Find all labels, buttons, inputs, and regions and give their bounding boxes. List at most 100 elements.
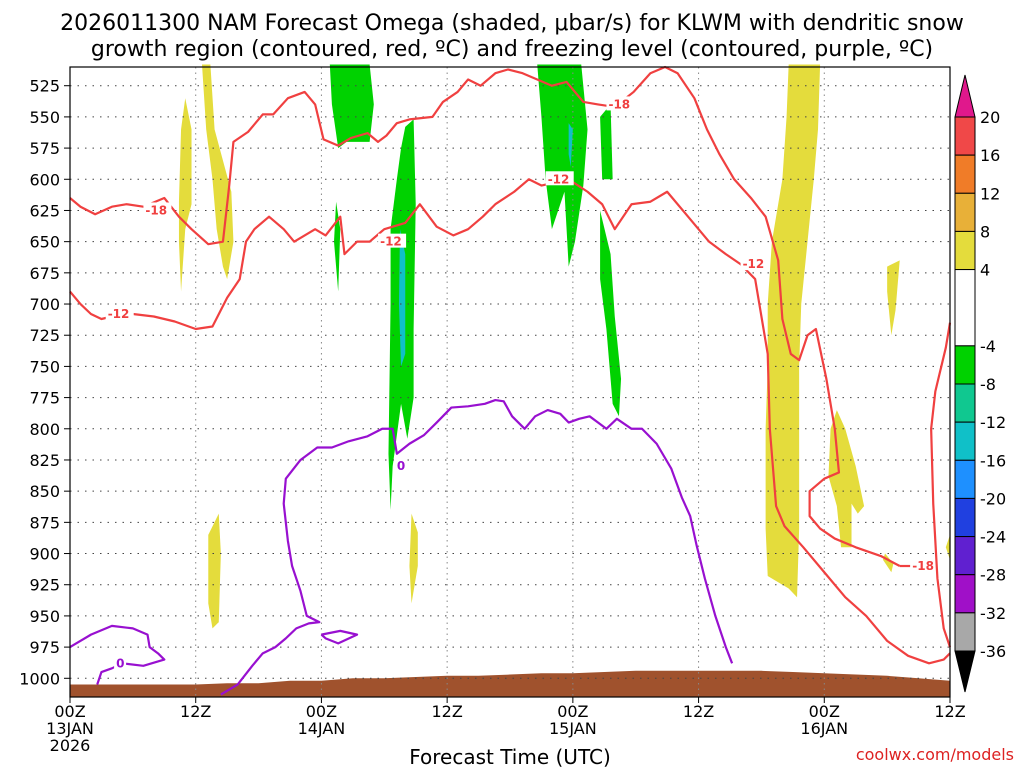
- ytick-label-525: 525: [29, 77, 60, 96]
- colorbar-label-10: -24: [980, 528, 1006, 547]
- dgz-minus12-west: [69, 178, 951, 665]
- contour-layer: -12 -18 -18 -18 -12 -12 -12 0 0: [69, 65, 952, 696]
- xtick-label-36-1: 12Z: [431, 702, 462, 721]
- xtick-label-0-1: 00Z: [54, 702, 85, 721]
- plot-area: -12 -18 -18 -18 -12 -12 -12 0 0: [69, 64, 952, 698]
- colorbar-bin--16-to--12: [954, 421, 976, 461]
- omega-rising-5: [600, 104, 613, 180]
- chart-title-line2: growth region (contoured, red, ºC) and f…: [91, 37, 933, 62]
- freezing-level-blob: [320, 629, 359, 645]
- colorbar-label-2: 12: [980, 184, 1000, 203]
- xtick-label-24-2: 14JAN: [298, 719, 346, 738]
- dgz-minus18-label-east-label: -18: [912, 559, 934, 573]
- chart-title-line1: 2026011300 NAM Forecast Omega (shaded, μ…: [60, 11, 964, 36]
- colorbar-bin--8-to--4: [954, 345, 976, 385]
- ytick-label-975: 975: [29, 638, 60, 657]
- omega-sinking-2: [202, 64, 234, 280]
- freezing-level-main-label: 0: [397, 459, 405, 473]
- omega-rising-7: [568, 123, 573, 167]
- dgz-minus12-east: [930, 322, 952, 648]
- ytick-label-775: 775: [29, 389, 60, 408]
- omega-rising-1: [329, 64, 374, 149]
- omega-sinking-5: [887, 260, 900, 336]
- colorbar-label-0: 20: [980, 108, 1000, 127]
- dgz-minus12-center-label-label: -12: [380, 235, 402, 249]
- dgz-minus12-west-label-bg: [105, 306, 134, 321]
- credit-text: coolwx.com/models: [856, 745, 1014, 764]
- dgz-minus12-east-label-label: -12: [743, 257, 765, 271]
- gridlines: [69, 67, 951, 697]
- colorbar-bin-12-to-16: [954, 154, 976, 194]
- xtick-label-0-3: 2026: [50, 736, 91, 755]
- colorbar-bin-16-to-20: [954, 116, 976, 156]
- colorbar-bin--20-to--16: [954, 459, 976, 499]
- xtick-label-12-1: 12Z: [180, 702, 211, 721]
- ytick-label-575: 575: [29, 139, 60, 158]
- ytick-label-875: 875: [29, 513, 60, 532]
- ytick-label-850: 850: [29, 482, 60, 501]
- terrain-layer: [70, 670, 950, 697]
- pressure-axis: 525 550 575 600 625 650 675 700 725 750 775 800 825 8…: [19, 77, 70, 688]
- ytick-label-925: 925: [29, 576, 60, 595]
- colorbar-bin--32-to--28: [954, 574, 976, 614]
- colorbar: 20 16 12 8 4 -4 -8 -12 -16 -20 -24 -28 -32 -36: [954, 74, 1006, 693]
- dgz-minus18-upper: [69, 65, 901, 567]
- ytick-label-600: 600: [29, 170, 60, 189]
- colorbar-label-5: -4: [980, 337, 996, 356]
- xtick-label-72-1: 00Z: [809, 702, 840, 721]
- ytick-label-675: 675: [29, 264, 60, 283]
- dgz-minus12-west-label: -12: [108, 307, 130, 321]
- omega-rising-8: [398, 229, 406, 367]
- colorbar-bin-4-to-8: [954, 230, 976, 271]
- colorbar-bin--24-to--20: [954, 497, 976, 538]
- colorbar-bottom-arrow: [954, 650, 976, 693]
- terrain-fill: [70, 670, 950, 697]
- x-axis-label: Forecast Time (UTC): [409, 745, 611, 768]
- colorbar-label-13: -36: [980, 642, 1006, 661]
- colorbar-label-1: 16: [980, 146, 1000, 165]
- xtick-label-48-1: 00Z: [557, 702, 588, 721]
- xtick-label-72-2: 16JAN: [800, 719, 848, 738]
- colorbar-label-3: 8: [980, 222, 990, 241]
- xtick-label-84-1: 12Z: [934, 702, 965, 721]
- colorbar-label-8: -16: [980, 451, 1006, 470]
- colorbar-label-12: -32: [980, 604, 1006, 623]
- ytick-label-900: 900: [29, 545, 60, 564]
- omega-shading-layer: [178, 64, 950, 629]
- colorbar-bin--28-to--24: [954, 536, 976, 576]
- omega-sinking-9: [945, 534, 950, 560]
- ytick-label-800: 800: [29, 420, 60, 439]
- freezing-level-west-label: 0: [116, 656, 124, 670]
- colorbar-bin--4-to-4: [954, 269, 976, 347]
- xtick-label-60-1: 12Z: [683, 702, 714, 721]
- omega-sinking-6: [208, 513, 221, 629]
- colorbar-label-4: 4: [980, 261, 990, 280]
- colorbar-bin--36-to--32: [954, 612, 976, 652]
- colorbar-label-7: -12: [980, 413, 1006, 432]
- colorbar-bin--12-to--8: [954, 383, 976, 423]
- colorbar-bin-8-to-12: [954, 192, 976, 232]
- ytick-label-825: 825: [29, 451, 60, 470]
- ytick-label-750: 750: [29, 357, 60, 376]
- dgz-minus18-east-label-label-bg: [606, 96, 635, 111]
- colorbar-top-arrow: [954, 74, 976, 118]
- ytick-label-700: 700: [29, 295, 60, 314]
- ytick-label-625: 625: [29, 201, 60, 220]
- omega-sinking-3: [765, 64, 821, 598]
- freezing-level-main-label-bg: [394, 458, 407, 473]
- xtick-label-48-2: 15JAN: [549, 719, 597, 738]
- colorbar-label-11: -28: [980, 566, 1006, 585]
- plot-frame: [69, 66, 951, 698]
- omega-sinking-4: [828, 410, 865, 548]
- omega-rising-6: [600, 210, 622, 417]
- ytick-label-650: 650: [29, 233, 60, 252]
- ytick-label-725: 725: [29, 326, 60, 345]
- colorbar-label-6: -8: [980, 375, 996, 394]
- xtick-label-0-2: 13JAN: [46, 719, 94, 738]
- omega-rising-4: [537, 64, 588, 267]
- dgz-minus18-upper-label: -18: [145, 203, 167, 217]
- dgz-minus12-east-label-label-bg: [740, 256, 769, 271]
- omega-rising-2: [334, 201, 341, 292]
